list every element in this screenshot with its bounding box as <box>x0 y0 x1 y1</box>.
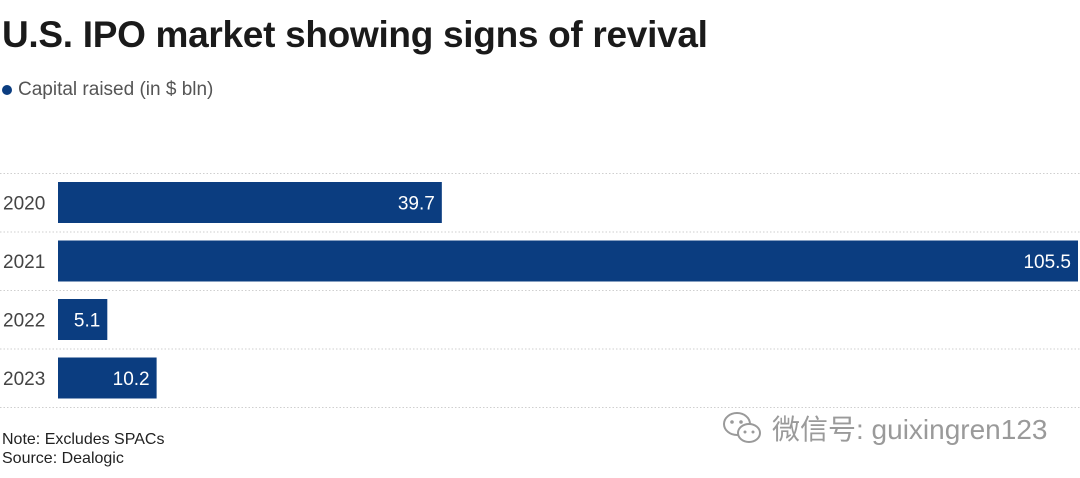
bar-2020 <box>58 182 442 223</box>
bar-2022 <box>58 299 108 340</box>
watermark-text: 微信号: guixingren123 <box>772 414 1048 445</box>
bar-2021 <box>58 240 1078 282</box>
legend: Capital raised (in $ bln) <box>2 79 213 101</box>
footer-note: Note: Excludes SPACs <box>2 431 165 448</box>
footer: Note: Excludes SPACs Source: Dealogic <box>2 430 164 468</box>
value-label: 105.5 <box>1023 252 1071 273</box>
legend-dot <box>2 85 12 95</box>
category-label: 2022 <box>3 311 45 332</box>
category-label: 2021 <box>3 252 45 273</box>
value-label: 39.7 <box>398 194 435 215</box>
category-label: 2023 <box>3 369 45 390</box>
watermark: 微信号: guixingren123 <box>722 408 1047 448</box>
bar-2023 <box>58 357 157 399</box>
category-label: 2020 <box>3 194 45 215</box>
legend-label: Capital raised (in $ bln) <box>18 79 214 100</box>
wechat-icon <box>723 412 761 443</box>
value-label: 5.1 <box>74 311 100 332</box>
chart-title: U.S. IPO market showing signs of revival <box>2 14 708 55</box>
value-label: 10.2 <box>113 369 150 390</box>
footer-source: Source: Dealogic <box>2 450 124 467</box>
